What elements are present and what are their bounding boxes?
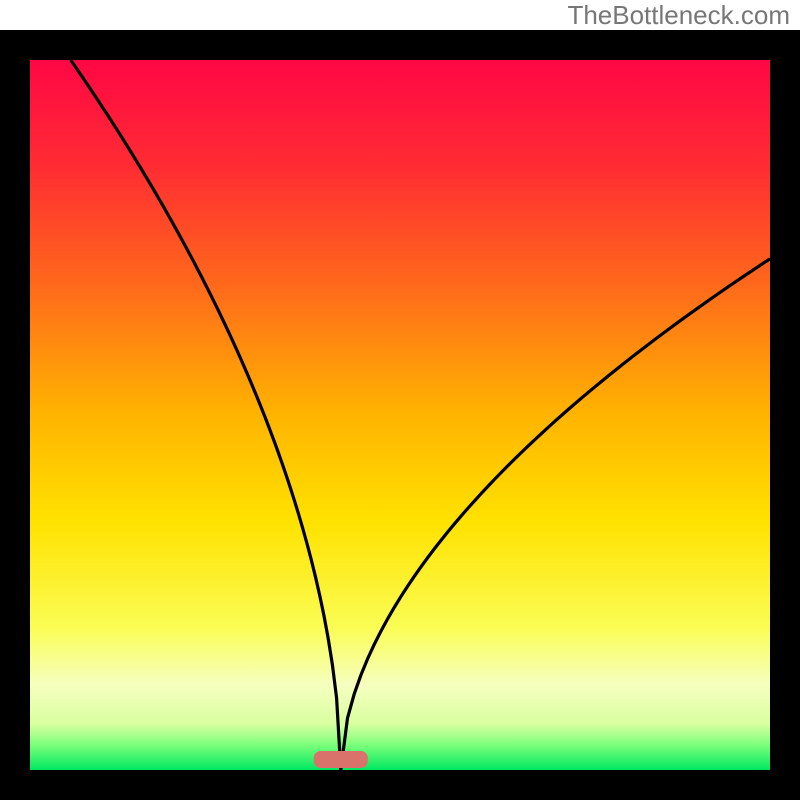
bottleneck-chart: TheBottleneck.com — [0, 0, 800, 800]
bottleneck-marker — [314, 751, 368, 768]
watermark-text: TheBottleneck.com — [567, 0, 790, 30]
